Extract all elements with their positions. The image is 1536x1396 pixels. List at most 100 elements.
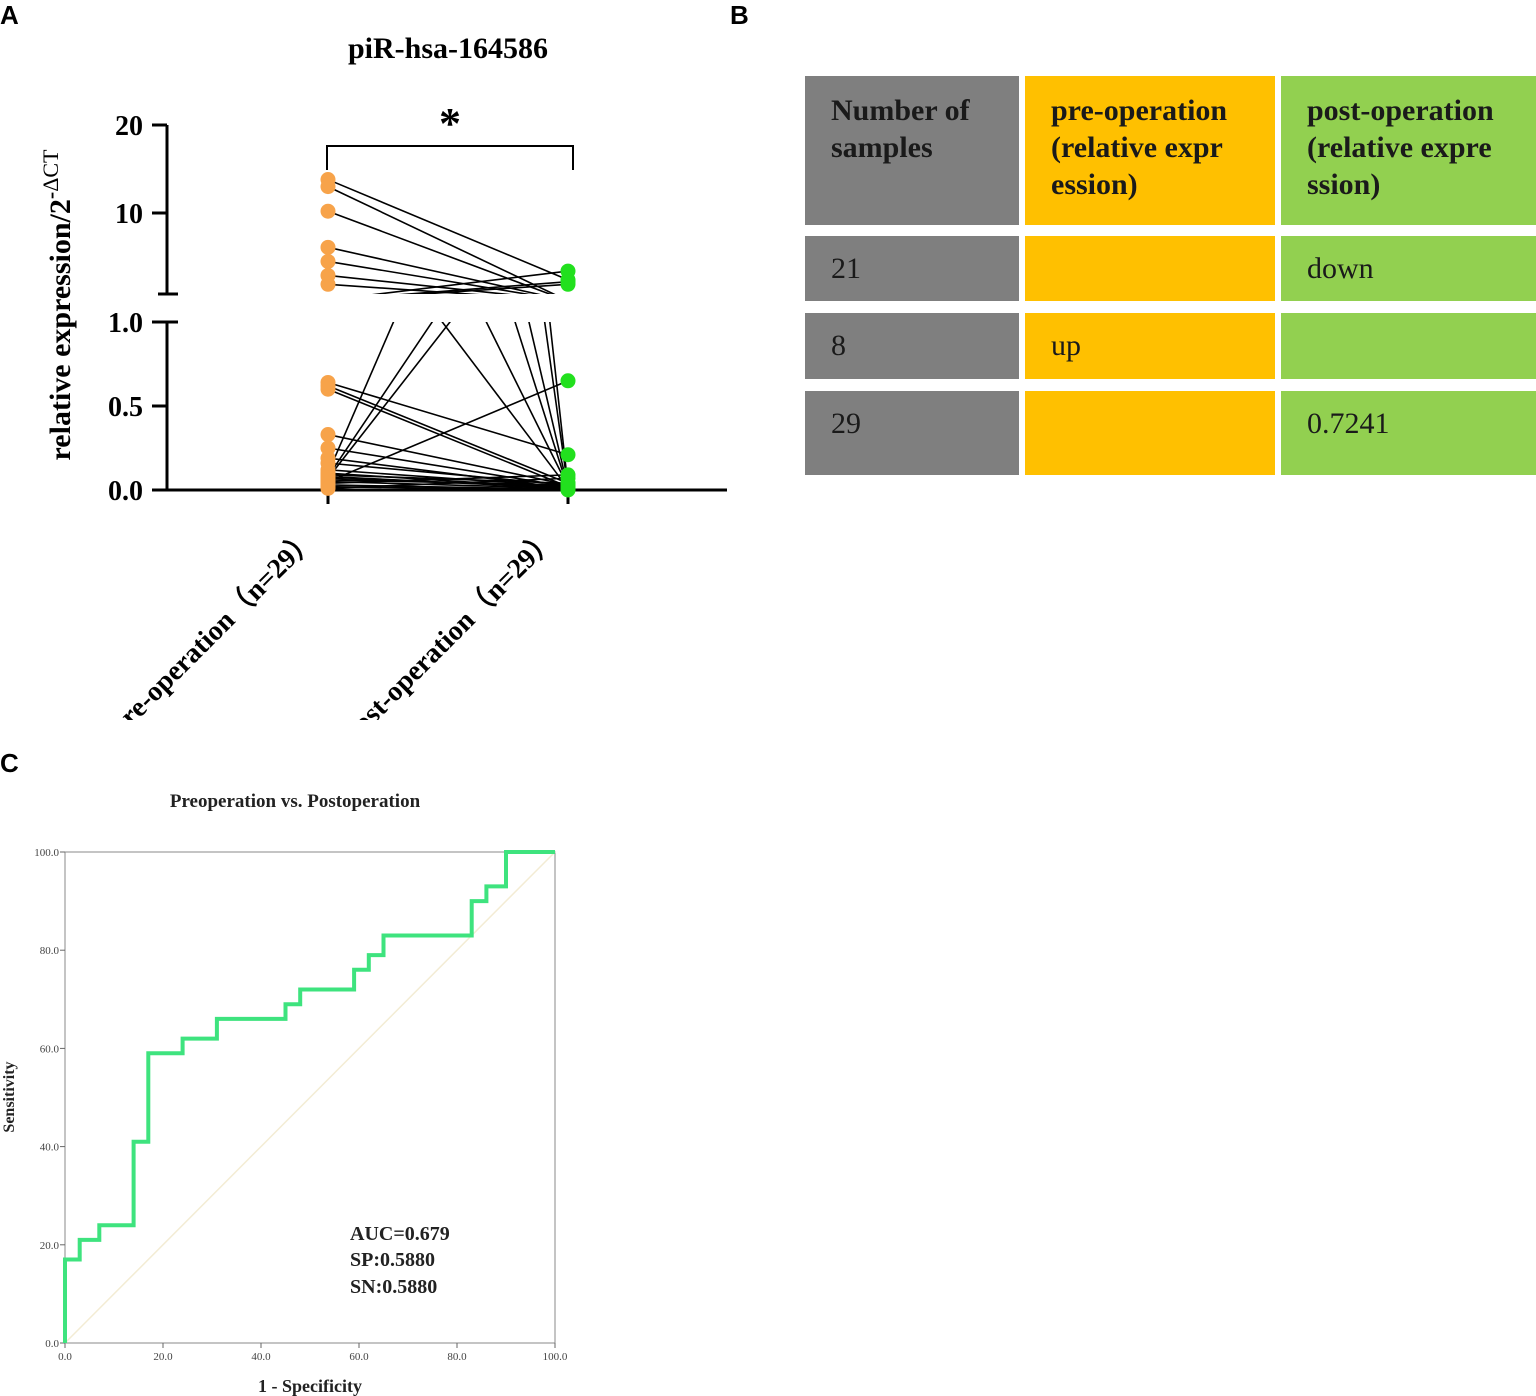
roc-x-tick-label-2: 40.0: [251, 1351, 271, 1363]
roc-y-tick-label-1: 20.0: [40, 1240, 60, 1252]
pair-line-lower-20: [327, 480, 569, 490]
pair-line-lower-10: [327, 433, 569, 486]
y-tick-label-20: 20: [115, 111, 143, 142]
pair-line-upper-10: [328, 298, 568, 301]
post-point-22: [560, 482, 576, 498]
table-cell: down: [1281, 236, 1536, 301]
table-header-post-operation: post-operation (relative expre ssion): [1281, 76, 1536, 225]
pair-line-upper-7: [328, 295, 568, 299]
post-point-26: [560, 373, 576, 389]
roc-x-tick-label-4: 80.0: [447, 1351, 467, 1363]
roc-ticks: 0.0 20.0 40.0 60.0 80.0 100.0 0.0 20.0 40.0 60.0 8…: [34, 847, 568, 1363]
chart-a-title: piR-hsa-164586: [348, 32, 548, 65]
post-point-25: [560, 276, 576, 292]
roc-plot-frame: [64, 851, 556, 1344]
pre-point-2: [320, 203, 336, 219]
x-category-label-pre: pre-operation（n=29）: [102, 522, 323, 720]
table-cell: 0.7241: [1281, 391, 1536, 475]
pair-line-upper-2: [327, 210, 552, 294]
pair-line-lower-7: [327, 381, 569, 456]
pair-line-lower-24: [327, 322, 434, 478]
y-tick-label-0-5: 0.5: [108, 392, 143, 423]
pair-line-upper-14: [328, 300, 568, 301]
pair-line-upper-28: [328, 300, 568, 301]
y-tick-label-0-0: 0.0: [108, 476, 143, 507]
header-line: pre-operation: [1051, 94, 1228, 127]
roc-chart: Preoperation vs. Postoperation 0.0 20.0 40…: [1, 791, 568, 1396]
pair-line-lower-28: [327, 477, 569, 490]
roc-curve: [63, 850, 555, 1343]
x-category-label-post: post-operation（n=29）: [335, 522, 563, 720]
header-line: Number of: [831, 94, 970, 127]
roc-annotation-sn: SN:0.5880: [350, 1276, 437, 1298]
data-points: [320, 172, 576, 498]
post-point-28: [560, 470, 576, 486]
pair-line-lower-25: [327, 322, 451, 479]
pair-line-upper-12: [328, 299, 568, 301]
pair-lines-lower-segment: [327, 322, 569, 491]
roc-y-tick-label-2: 40.0: [40, 1142, 60, 1154]
paired-dot-chart: piR-hsa-164586 relative expression/2-ΔCT…: [38, 32, 727, 720]
y-tick-label-1-0: 1.0: [108, 308, 143, 339]
pair-line-upper-5: [327, 274, 511, 294]
pair-line-upper-25: [411, 283, 569, 294]
roc-x-tick-label-0: 0.0: [58, 1351, 72, 1363]
roc-x-axis-label: 1 - Specificity: [258, 1376, 362, 1396]
post-point-7: [560, 447, 576, 463]
y-axis-label: relative expression/2-ΔCT: [38, 149, 77, 461]
panel-label-b: B: [730, 0, 749, 30]
roc-y-tick-label-4: 80.0: [40, 945, 60, 957]
roc-annotation-auc: AUC=0.679: [350, 1223, 450, 1245]
table-cell: [1281, 313, 1536, 379]
pair-line-upper-13: [328, 300, 568, 301]
y-tick-label-10: 10: [115, 199, 143, 230]
header-line: samples: [831, 131, 933, 164]
pre-point-28: [320, 480, 336, 496]
pair-line-upper-0: [327, 178, 569, 281]
pre-point-3: [320, 239, 336, 255]
pre-point-1: [320, 179, 336, 195]
roc-y-tick-label-5: 100.0: [34, 847, 59, 859]
pair-line-upper-15: [328, 300, 568, 301]
y-axis-label-superscript-sign: -: [38, 192, 63, 199]
pair-line-lower-6: [441, 322, 569, 489]
table-header-samples: Number of samples: [805, 76, 1019, 225]
roc-x-tick-label-5: 100.0: [543, 1351, 568, 1363]
pair-line-upper-4: [327, 260, 531, 294]
pair-line-lower-27: [327, 474, 569, 485]
pair-line-upper-26: [328, 295, 568, 300]
significance-star: *: [439, 99, 461, 148]
roc-annotation-sp: SP:0.5880: [350, 1249, 435, 1271]
roc-y-axis-label: Sensitivity: [1, 1061, 18, 1132]
roc-title: Preoperation vs. Postoperation: [170, 791, 421, 812]
svg-text:relative expression/2-ΔCT: relative expression/2-ΔCT: [38, 149, 77, 461]
roc-y-tick-label-3: 60.0: [40, 1043, 60, 1055]
table-cell: [1025, 391, 1275, 475]
pair-line-upper-1: [327, 185, 556, 294]
roc-reference-diagonal: [64, 851, 556, 1344]
pair-line-lower-8: [327, 385, 569, 485]
pair-line-upper-11: [328, 299, 568, 301]
pair-line-lower-5: [485, 322, 569, 487]
header-line: ssion): [1307, 168, 1381, 201]
y-axis-label-main: relative expression/2: [44, 199, 77, 460]
table-cell: up: [1025, 313, 1275, 379]
pair-line-upper-3: [327, 246, 541, 294]
roc-x-tick-label-1: 20.0: [153, 1351, 173, 1363]
pair-line-lower-23: [327, 322, 395, 474]
pair-line-upper-17: [328, 300, 568, 301]
pre-point-4: [320, 253, 336, 269]
pair-line-upper-23: [371, 270, 569, 294]
table-header-pre-operation: pre-operation (relative expr ession): [1025, 76, 1275, 225]
y-axis-label-superscript-delta-ct: ΔCT: [38, 149, 63, 192]
pair-line-upper-8: [328, 296, 568, 301]
pair-line-upper-9: [328, 296, 568, 301]
header-line: (relative expr: [1051, 131, 1223, 164]
table-cell: 8: [805, 313, 1019, 379]
panel-label-a: A: [0, 0, 19, 30]
table-cell: 29: [805, 391, 1019, 475]
pair-line-lower-19: [327, 479, 569, 486]
pair-lines-upper-segment: [327, 178, 569, 301]
pre-point-10: [320, 427, 336, 443]
pre-point-6: [320, 276, 336, 292]
